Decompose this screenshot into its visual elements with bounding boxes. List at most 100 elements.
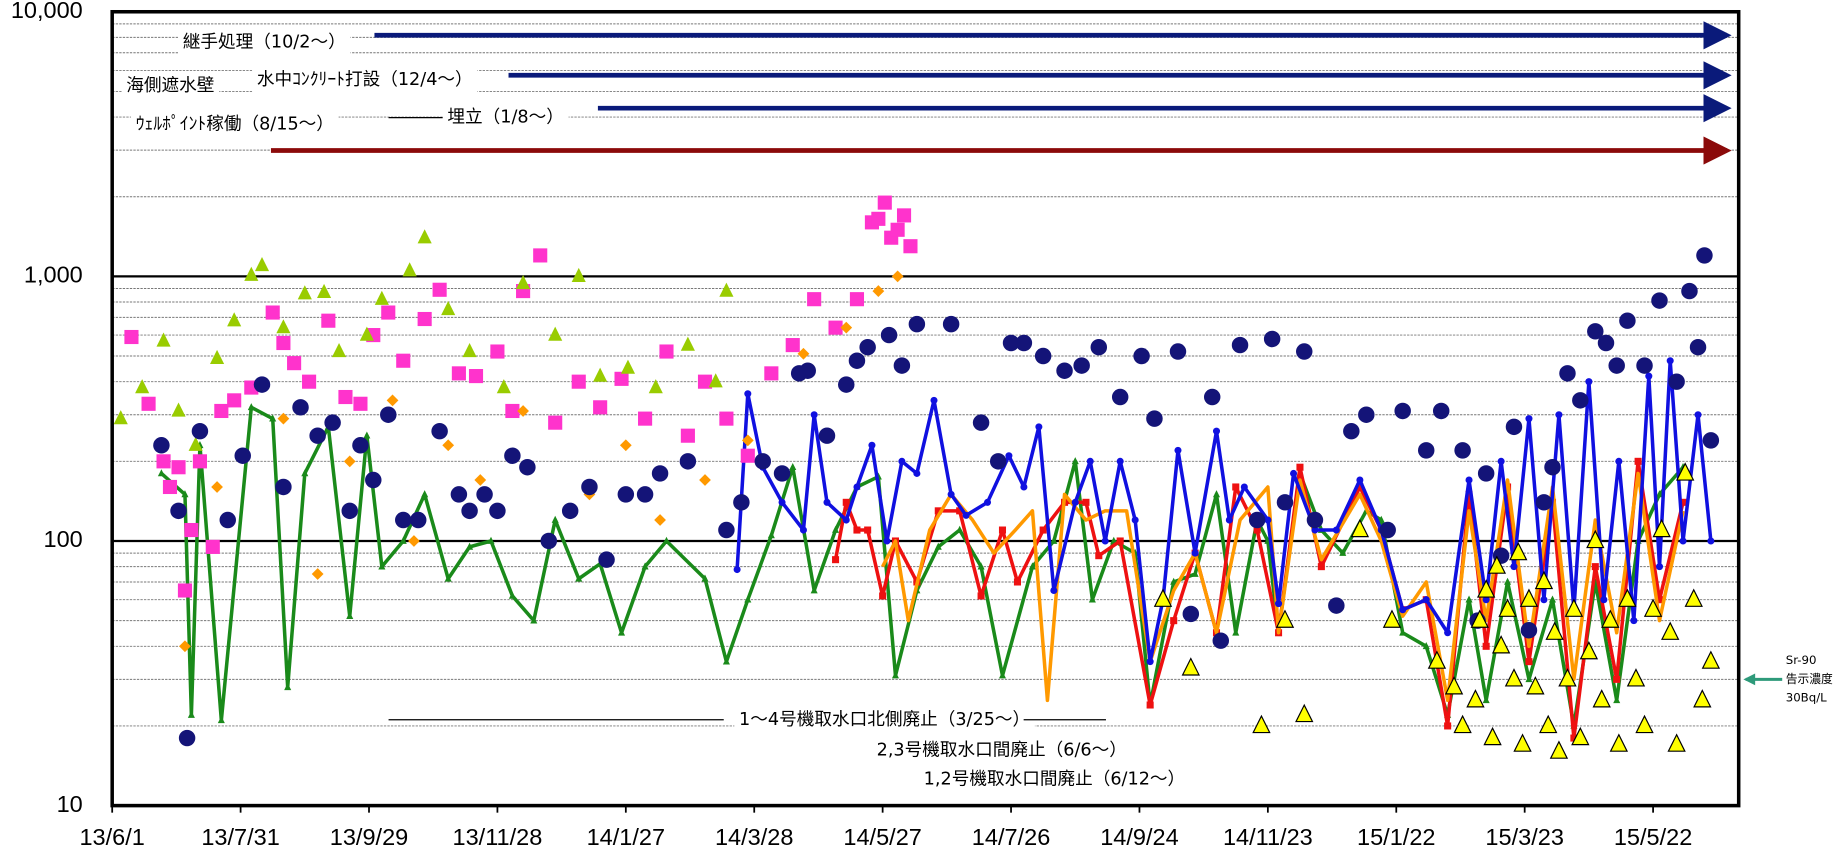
point — [1525, 415, 1533, 423]
point — [898, 457, 906, 465]
point — [840, 321, 853, 334]
point — [284, 683, 292, 691]
point — [205, 539, 220, 554]
point — [234, 447, 251, 464]
point — [680, 428, 695, 443]
point — [1549, 740, 1569, 759]
point — [352, 437, 369, 454]
point — [1071, 457, 1079, 465]
y-tick-label: 1,000 — [24, 262, 83, 288]
point — [773, 465, 791, 482]
point — [1526, 676, 1545, 695]
point — [346, 611, 354, 619]
point — [1453, 714, 1472, 734]
annotation-bg — [252, 66, 478, 93]
point — [934, 507, 942, 515]
point — [962, 511, 970, 519]
point — [1225, 516, 1233, 524]
point — [1056, 362, 1073, 379]
point — [1356, 483, 1364, 491]
point — [1483, 726, 1502, 746]
point — [1661, 621, 1680, 640]
point — [797, 347, 810, 360]
point — [1555, 411, 1563, 419]
point — [575, 574, 583, 582]
point — [1191, 569, 1199, 577]
point — [444, 574, 452, 582]
series — [113, 229, 734, 451]
x-tick-label: 15/1/22 — [1357, 824, 1435, 850]
point — [153, 437, 170, 454]
point — [1505, 418, 1523, 436]
point — [785, 338, 800, 353]
point — [177, 583, 193, 598]
point — [849, 292, 865, 307]
point — [516, 275, 531, 290]
point — [1276, 494, 1294, 511]
point — [1652, 518, 1671, 538]
point — [832, 556, 840, 564]
x-tick-label: 14/1/27 — [587, 824, 665, 850]
point — [807, 292, 822, 307]
annotation: ｳｪﾙﾎﾟｲﾝﾄ稼働（8/15～） — [131, 111, 339, 138]
point — [879, 592, 887, 600]
point — [170, 502, 187, 520]
point — [1520, 621, 1538, 639]
point — [1525, 675, 1533, 683]
point — [1667, 733, 1686, 752]
annotation: 1,2号機取水口間廃止（6/12～） — [918, 766, 1190, 793]
point — [476, 486, 493, 503]
point — [317, 283, 332, 299]
point — [162, 479, 178, 495]
point — [1540, 596, 1548, 604]
point — [1232, 483, 1240, 491]
point — [598, 551, 615, 568]
point — [1676, 462, 1695, 481]
point — [474, 474, 487, 486]
point — [490, 344, 505, 359]
annotation-bg — [131, 111, 339, 138]
point — [913, 469, 921, 477]
point — [893, 357, 911, 374]
point — [1088, 595, 1096, 603]
point — [1275, 600, 1283, 608]
annotation-text: 水中ｺﾝｸﾘｰﾄ打設（12/4～） — [257, 69, 473, 90]
point — [1240, 483, 1248, 491]
point — [1231, 336, 1249, 354]
point — [1696, 247, 1713, 264]
point — [641, 562, 649, 570]
point — [253, 376, 271, 393]
point — [1253, 526, 1261, 534]
point — [1544, 458, 1561, 476]
point — [754, 453, 772, 470]
point — [309, 427, 326, 444]
point — [442, 439, 455, 452]
point — [654, 514, 666, 526]
annotation-bg — [734, 706, 1035, 733]
point — [1572, 392, 1589, 409]
point — [1290, 469, 1298, 477]
point — [1295, 703, 1314, 723]
point — [1116, 537, 1124, 545]
point — [891, 671, 900, 679]
point — [618, 628, 626, 636]
point — [1203, 388, 1221, 406]
point — [1146, 658, 1154, 666]
point — [880, 326, 898, 344]
point — [343, 455, 356, 468]
point — [744, 595, 752, 603]
point — [1601, 609, 1620, 628]
point — [1535, 494, 1553, 511]
point — [276, 335, 291, 351]
point — [113, 410, 128, 425]
annotation-text: 継手処理（10/2～） — [183, 31, 346, 52]
point — [740, 448, 755, 463]
point — [1613, 696, 1621, 704]
x-tick-label: 13/7/31 — [201, 824, 279, 850]
point — [244, 266, 259, 281]
point — [171, 460, 186, 475]
point — [178, 729, 196, 747]
point — [301, 469, 309, 477]
point — [871, 211, 886, 226]
point — [1634, 457, 1642, 465]
